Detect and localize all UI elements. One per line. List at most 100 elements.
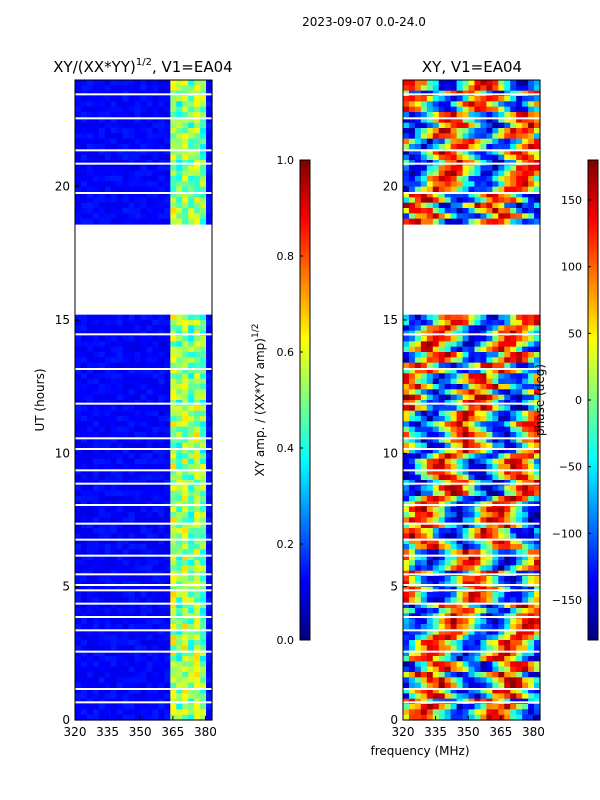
amplitude-cell	[182, 314, 189, 321]
amplitude-cell	[92, 608, 100, 614]
amplitude-cell	[122, 608, 130, 614]
phase-cell	[444, 549, 452, 556]
amplitude-cell	[116, 528, 124, 534]
phase-cell	[456, 197, 464, 204]
phase-cell	[420, 538, 428, 545]
amplitude-cell	[206, 336, 213, 342]
amplitude-cell	[170, 368, 177, 374]
phase-cell	[408, 341, 416, 348]
amplitude-cell	[86, 426, 94, 433]
phase-cell	[516, 629, 523, 636]
phase-cell	[444, 442, 452, 449]
amplitude-cell	[98, 437, 106, 444]
amplitude-cell	[110, 634, 118, 641]
phase-cell	[408, 186, 416, 193]
amplitude-cell	[146, 80, 154, 86]
phase-cell	[534, 672, 541, 678]
phase-cell	[432, 549, 440, 556]
amplitude-cell	[110, 528, 118, 534]
phase-cell	[492, 709, 499, 716]
amplitude-cell	[194, 218, 201, 225]
phase-cell	[426, 192, 434, 198]
amplitude-cell	[188, 682, 195, 689]
amplitude-cell	[164, 181, 171, 188]
amplitude-cell	[140, 186, 148, 193]
amplitude-cell	[86, 458, 94, 465]
amplitude-cell	[152, 672, 159, 678]
amplitude-cell	[146, 197, 154, 204]
phase-cell	[432, 176, 440, 182]
amplitude-cell	[92, 485, 100, 492]
amplitude-cell	[188, 421, 195, 428]
amplitude-cell	[176, 448, 183, 454]
amplitude-cell	[206, 597, 213, 604]
phase-cell	[498, 421, 505, 428]
phase-cell	[444, 325, 452, 332]
phase-flag-line	[403, 554, 540, 557]
amplitude-cell	[140, 544, 148, 550]
phase-cell	[408, 576, 416, 582]
amplitude-cell	[200, 485, 207, 492]
phase-cell	[426, 208, 434, 214]
amplitude-cell	[152, 368, 159, 374]
phase-cell	[444, 458, 452, 465]
phase-cell	[403, 138, 410, 145]
phase-cell	[438, 176, 446, 182]
phase-cell	[432, 101, 440, 108]
amplitude-cell	[104, 325, 112, 332]
amplitude-cell	[110, 394, 118, 401]
amplitude-cell	[86, 352, 94, 358]
phase-cell	[426, 704, 434, 710]
amplitude-cell	[86, 336, 94, 342]
phase-cell	[498, 544, 505, 550]
amplitude-cell	[182, 154, 189, 161]
amplitude-cell	[140, 549, 148, 556]
phase-cell	[414, 144, 422, 150]
amplitude-cell	[152, 117, 159, 124]
phase-cell	[480, 384, 487, 390]
phase-cell	[480, 592, 487, 598]
amplitude-cell	[146, 554, 154, 561]
phase-cell	[486, 624, 493, 630]
phase-cell	[474, 554, 482, 561]
phase-cell	[528, 149, 535, 156]
phase-cell	[504, 346, 511, 353]
phase-cell	[456, 714, 464, 721]
amplitude-cell	[98, 112, 106, 118]
amplitude-cell	[176, 325, 183, 332]
amplitude-cell	[200, 117, 207, 124]
amplitude-cell	[170, 666, 177, 673]
amplitude-cell	[134, 592, 142, 598]
phase-cell	[498, 549, 505, 556]
phase-cell	[403, 357, 410, 364]
phase-cell	[456, 352, 464, 358]
amplitude-cell	[200, 661, 207, 668]
amplitude-cell	[140, 624, 148, 630]
phase-cell	[438, 677, 446, 684]
phase-cell	[426, 560, 434, 566]
amplitude-cell	[128, 442, 136, 449]
phase-cell	[486, 213, 493, 220]
phase-cell	[462, 634, 470, 641]
amplitude-cell	[116, 154, 124, 161]
amplitude-cell	[146, 384, 154, 390]
amplitude-cell	[122, 506, 130, 513]
phase-cell	[504, 714, 511, 721]
amplitude-cell	[80, 138, 88, 145]
amplitude-cell	[158, 709, 165, 716]
phase-cell	[462, 192, 470, 198]
amplitude-cell	[104, 416, 112, 422]
phase-cell	[534, 522, 541, 529]
phase-cell	[474, 672, 482, 678]
phase-cell	[486, 618, 493, 625]
amplitude-cell	[128, 645, 136, 652]
amplitude-cell	[134, 693, 142, 700]
amplitude-cell	[80, 101, 88, 108]
phase-cell	[420, 624, 428, 630]
amplitude-cell	[104, 341, 112, 348]
x-axis-label: frequency (MHz)	[370, 744, 469, 758]
amplitude-cell	[104, 362, 112, 369]
phase-cell	[510, 373, 517, 380]
phase-cell	[438, 666, 446, 673]
